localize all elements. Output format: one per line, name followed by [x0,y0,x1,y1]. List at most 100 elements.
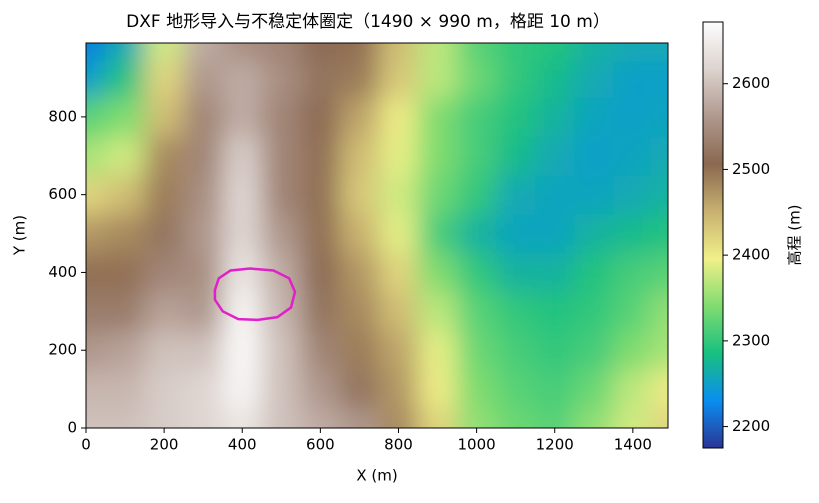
elevation-cell [650,214,668,254]
elevation-cell [496,60,536,98]
elevation-cell [261,136,302,176]
elevation-cell [183,408,224,428]
y-tick-label: 200 [48,341,77,359]
unstable-body-outline [213,267,297,322]
elevation-cell [222,369,263,410]
elevation-cell [613,330,651,371]
elevation-cell [105,136,146,176]
elevation-cell [457,369,497,410]
elevation-cell [418,60,458,98]
elevation-cell [261,330,302,371]
y-axis-label: Y (m) [11,215,29,256]
elevation-cell [183,97,224,137]
elevation-cell [144,330,185,371]
elevation-cell [378,60,419,98]
elevation-cell [86,408,107,428]
elevation-cell [535,330,575,371]
elevation-cell [613,291,651,332]
elevation-cell [535,175,575,215]
elevation-cell [300,43,341,61]
elevation-cell [613,97,651,137]
elevation-cell [105,60,146,98]
colorbar-label: 高程 (m) [786,204,804,265]
elevation-cell [496,43,536,61]
elevation-cell [457,214,497,254]
elevation-cell [105,291,146,332]
elevation-cell [613,175,651,215]
elevation-cell [574,60,614,98]
x-tick-label: 1200 [536,436,574,454]
elevation-cell [183,214,224,254]
elevation-cell [339,253,380,293]
elevation-cell [650,97,668,137]
elevation-cell [650,253,668,293]
elevation-cell [496,330,536,371]
cells [86,43,668,428]
elevation-cell [339,60,380,98]
elevation-cell [613,60,651,98]
elevation-cell [613,253,651,293]
elevation-cell [144,60,185,98]
elevation-cell [574,214,614,254]
elevation-cell [339,97,380,137]
elevation-cell [496,136,536,176]
elevation-cell [574,253,614,293]
elevation-cell [183,330,224,371]
elevation-cell [418,43,458,61]
elevation-cell [535,60,575,98]
x-axis-label: X (m) [356,467,397,485]
elevation-cell [222,43,263,61]
elevation-cell [105,175,146,215]
x-tick-label: 0 [81,436,91,454]
elevation-cell [144,97,185,137]
y-tick-label: 0 [67,419,77,437]
elevation-cell [574,43,614,61]
elevation-cell [261,175,302,215]
elevation-cell [378,408,419,428]
elevation-cell [535,408,575,428]
elevation-cell [574,330,614,371]
elevation-cell [86,369,107,410]
elevation-cell [339,175,380,215]
elevation-cell [650,408,668,428]
elevation-cell [300,253,341,293]
elevation-cell [457,330,497,371]
elevation-cell [457,97,497,137]
elevation-cell [650,60,668,98]
elevation-cell [378,330,419,371]
elevation-cell [144,214,185,254]
x-tick-label: 800 [384,436,413,454]
elevation-cell [535,369,575,410]
elevation-cell [418,291,458,332]
elevation-cell [261,253,302,293]
elevation-cell [574,97,614,137]
elevation-cell [418,408,458,428]
elevation-cell [144,291,185,332]
elevation-cell [378,175,419,215]
elevation-cell [418,97,458,137]
elevation-cell [300,369,341,410]
elevation-cell [535,253,575,293]
elevation-cell [613,408,651,428]
elevation-cell [183,175,224,215]
elevation-cell [86,214,107,254]
colorbar-tick-label: 2500 [732,160,770,178]
elevation-cell [183,60,224,98]
elevation-cell [574,291,614,332]
elevation-cell [222,291,263,332]
elevation-cell [574,369,614,410]
elevation-cell [86,291,107,332]
colorbar-tick-label: 2300 [732,331,770,349]
overlay [213,267,297,322]
elevation-cell [650,136,668,176]
y-tick-label: 400 [48,263,77,281]
elevation-cell [222,214,263,254]
elevation-cell [574,136,614,176]
elevation-cell [86,60,107,98]
elevation-cell [339,369,380,410]
elevation-cell [86,97,107,137]
elevation-cell [144,136,185,176]
elevation-cell [86,330,107,371]
elevation-cell [418,253,458,293]
